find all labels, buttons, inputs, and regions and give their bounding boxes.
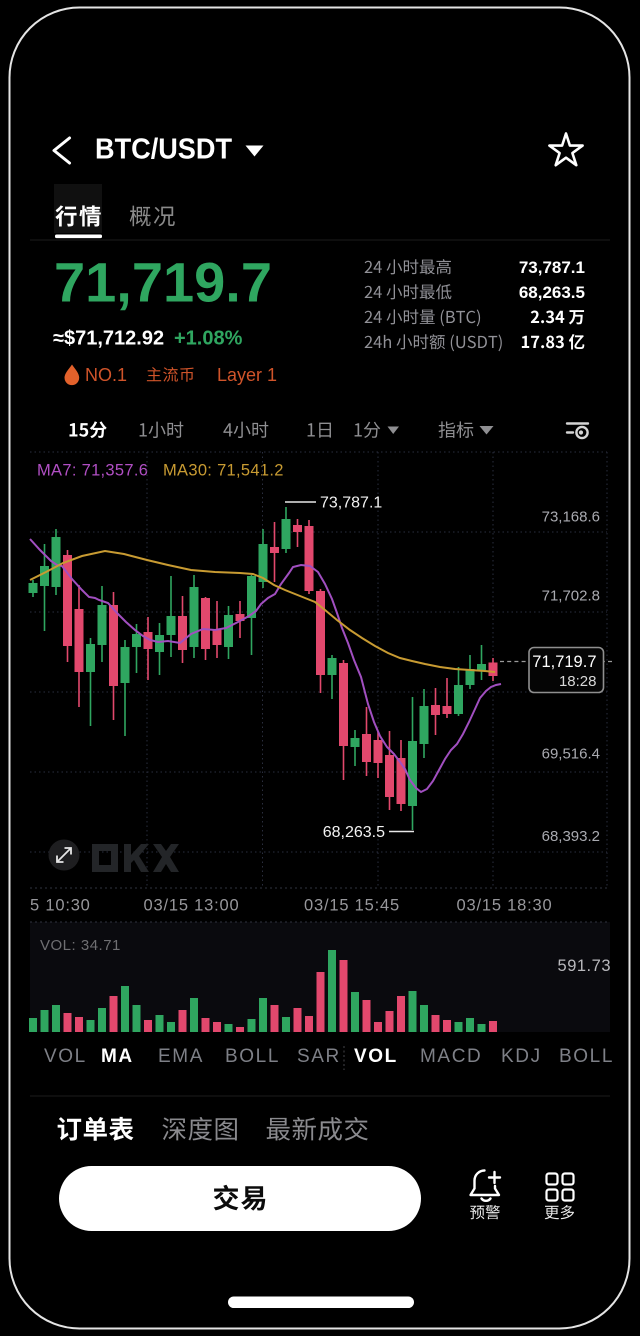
svg-text:71,719.7: 71,719.7 <box>54 251 272 314</box>
svg-text:MACD: MACD <box>420 1046 482 1067</box>
svg-text:BOLL: BOLL <box>559 1046 614 1067</box>
svg-text:591.73: 591.73 <box>558 957 611 975</box>
svg-text:68,263.5: 68,263.5 <box>323 824 385 841</box>
svg-text:73,168.6: 73,168.6 <box>542 509 600 526</box>
svg-text:Layer 1: Layer 1 <box>217 365 277 385</box>
svg-text:VOL: 34.71: VOL: 34.71 <box>40 937 121 954</box>
svg-text:NO.1: NO.1 <box>85 365 127 385</box>
svg-text:VOL: VOL <box>354 1046 398 1067</box>
svg-text:03/15 13:00: 03/15 13:00 <box>144 897 240 915</box>
svg-text:≈$71,712.92: ≈$71,712.92 <box>53 328 164 350</box>
svg-text:03/15 18:30: 03/15 18:30 <box>457 897 553 915</box>
svg-text:KDJ: KDJ <box>501 1046 542 1067</box>
svg-text:03/15 15:45: 03/15 15:45 <box>304 897 400 915</box>
svg-text:69,516.4: 69,516.4 <box>542 746 600 763</box>
svg-text:68,263.5: 68,263.5 <box>519 283 585 302</box>
svg-text:BTC/USDT: BTC/USDT <box>95 134 232 166</box>
svg-text:5 10:30: 5 10:30 <box>30 897 91 915</box>
svg-text:MA30: 71,541.2: MA30: 71,541.2 <box>163 462 284 480</box>
svg-text:BOLL: BOLL <box>225 1046 280 1067</box>
svg-text:71,702.8: 71,702.8 <box>542 588 600 605</box>
svg-text:EMA: EMA <box>158 1046 204 1067</box>
svg-text:VOL: VOL <box>44 1046 87 1067</box>
svg-text:71,719.7: 71,719.7 <box>532 653 596 671</box>
svg-text:MA7: 71,357.6: MA7: 71,357.6 <box>37 462 148 480</box>
svg-text:MA: MA <box>101 1046 134 1067</box>
svg-text:SAR: SAR <box>297 1046 341 1067</box>
svg-text:73,787.1: 73,787.1 <box>519 258 585 277</box>
svg-text:68,393.2: 68,393.2 <box>542 828 600 845</box>
svg-text:+1.08%: +1.08% <box>174 328 243 350</box>
svg-text:73,787.1: 73,787.1 <box>320 495 382 512</box>
svg-text:18:28: 18:28 <box>559 673 597 690</box>
